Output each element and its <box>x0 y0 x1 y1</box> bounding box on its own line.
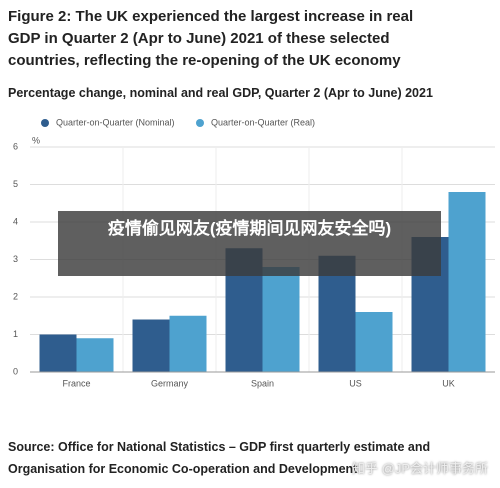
y-tick-label: 6 <box>13 141 18 151</box>
chart-subtitle: Percentage change, nominal and real GDP,… <box>8 86 433 100</box>
bar <box>169 315 207 372</box>
legend-marker <box>41 119 49 127</box>
y-tick-label: 4 <box>13 216 18 226</box>
x-tick-label: US <box>349 378 362 388</box>
bar <box>448 192 486 372</box>
bar <box>39 334 77 372</box>
y-tick-label: 2 <box>13 291 18 301</box>
y-tick-label: 0 <box>13 366 18 376</box>
bar <box>262 267 300 372</box>
bar <box>132 319 170 372</box>
x-tick-label: France <box>62 378 90 388</box>
source-note: Source: Office for National Statistics –… <box>8 440 431 476</box>
y-tick-label: 1 <box>13 329 18 339</box>
x-tick-label: Germany <box>151 378 189 388</box>
y-axis-label: % <box>32 135 40 145</box>
y-tick-label: 3 <box>13 254 18 264</box>
bar <box>355 312 393 372</box>
watermark: 知乎 @JP会计师事务所 <box>352 461 488 476</box>
x-tick-label: Spain <box>251 378 274 388</box>
legend-marker <box>196 119 204 127</box>
legend-label: Quarter-on-Quarter (Real) <box>211 117 315 127</box>
overlay-banner: 疫情偷见网友(疫情期间见网友安全吗) <box>58 211 441 276</box>
x-tick-label: UK <box>442 378 455 388</box>
legend-label: Quarter-on-Quarter (Nominal) <box>56 117 175 127</box>
chart-title: Figure 2: The UK experienced the largest… <box>8 8 414 69</box>
y-tick-label: 5 <box>13 179 18 189</box>
bar <box>76 338 114 372</box>
